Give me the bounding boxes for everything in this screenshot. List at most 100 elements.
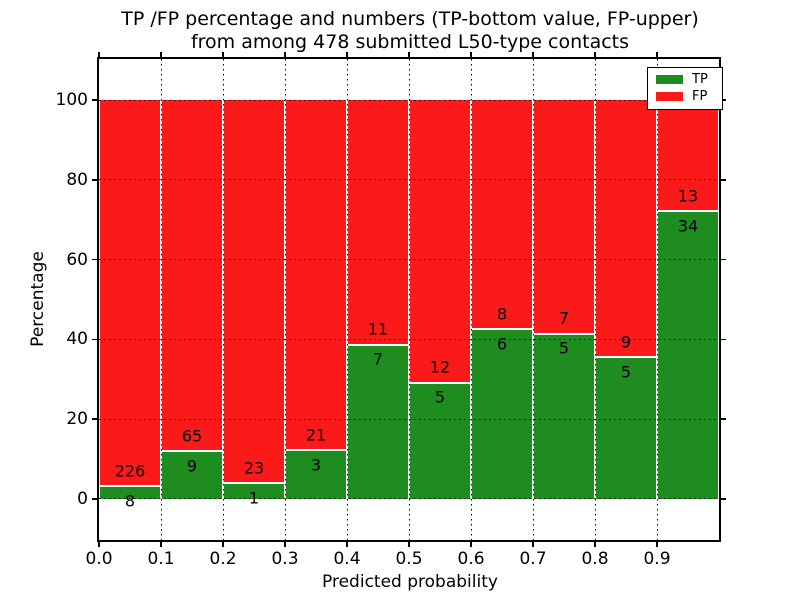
gridline-x <box>222 59 224 540</box>
x-tick-label: 0.9 <box>643 549 671 569</box>
x-tick-top <box>408 52 410 57</box>
bar-segment-fp <box>472 100 532 328</box>
y-axis-label: Percentage <box>28 251 48 347</box>
bar-label-fp: 8 <box>496 304 508 324</box>
gridline-y <box>99 418 719 420</box>
chart-title-line1: TP /FP percentage and numbers (TP-bottom… <box>121 8 699 30</box>
bar-segment-fp <box>596 100 656 357</box>
gridline-y <box>99 259 719 261</box>
bar-label-tp: 5 <box>434 387 446 407</box>
bar-segment-fp <box>410 100 470 382</box>
plot-area: TP FP 226 8 65 9 23 1 21 3 11 7 12 5 8 6 7 5 9 5 13 34 <box>97 57 723 542</box>
bar-label-fp: 23 <box>243 458 265 478</box>
legend-label-tp: TP <box>692 72 708 87</box>
legend-item-fp: FP <box>656 88 722 105</box>
x-tick <box>408 542 410 547</box>
bar-segment-fp <box>100 100 160 486</box>
bar-segment-fp <box>162 100 222 451</box>
y-tick-label: 60 <box>66 249 88 270</box>
bar-label-tp: 5 <box>558 338 570 358</box>
legend-item-tp: TP <box>656 71 722 88</box>
y-tick-right <box>721 338 726 341</box>
y-tick-label: 100 <box>55 90 88 111</box>
bar-label-fp: 65 <box>181 426 203 446</box>
x-tick <box>346 542 348 547</box>
bar-segment-tp <box>100 485 160 499</box>
x-tick-top <box>160 52 162 57</box>
x-tick <box>222 542 224 547</box>
bar-label-tp: 1 <box>248 488 260 508</box>
bar-segment-fp <box>224 100 284 483</box>
gridline-x <box>160 59 162 540</box>
x-tick-top <box>656 52 658 57</box>
bar-label-tp: 9 <box>186 456 198 476</box>
bar-segment-tp <box>534 332 594 499</box>
bar-label-fp: 21 <box>305 425 327 445</box>
gridline-y <box>99 498 719 500</box>
bar-label-fp: 9 <box>620 332 632 352</box>
y-tick-right <box>721 418 726 420</box>
x-tick-label: 0.1 <box>147 549 175 569</box>
bar-label-tp: 6 <box>496 334 508 354</box>
x-tick-top <box>222 52 224 57</box>
gridline-x <box>656 59 658 540</box>
bar-segment-tp <box>472 327 532 499</box>
chart-title-line2: from among 478 submitted L50-type contac… <box>190 31 630 53</box>
gridline-x <box>594 59 596 540</box>
bar-segment-tp <box>348 343 408 499</box>
bar-segment-tp <box>224 482 284 499</box>
x-tick-top <box>284 52 286 57</box>
fp-swatch-icon <box>656 92 683 101</box>
x-tick-label: 0.7 <box>519 549 547 569</box>
x-tick <box>470 542 472 547</box>
x-tick-label: 0.8 <box>581 549 609 569</box>
bar-label-tp: 3 <box>310 455 322 475</box>
y-tick <box>92 179 97 181</box>
x-tick-top <box>470 52 472 57</box>
gridline-x <box>408 59 410 540</box>
gridline-y <box>99 99 719 101</box>
gridline-x <box>284 59 286 540</box>
x-tick <box>98 542 100 547</box>
bar-label-fp: 12 <box>429 357 451 377</box>
gridline-y <box>99 338 719 340</box>
bar-segment-tp <box>162 450 222 499</box>
y-tick <box>92 99 97 101</box>
gridline-x <box>346 59 348 540</box>
y-tick-right <box>721 258 726 261</box>
y-tick <box>92 418 97 420</box>
bar-label-fp: 7 <box>558 308 570 328</box>
x-tick-label: 0.2 <box>209 549 237 569</box>
x-tick-top <box>594 52 596 57</box>
x-tick-label: 0.4 <box>333 549 361 569</box>
chart-title: TP /FP percentage and numbers (TP-bottom… <box>0 8 800 54</box>
x-tick-top <box>532 52 534 57</box>
y-tick <box>92 258 97 261</box>
bar-label-fp: 11 <box>367 319 389 339</box>
bar-segment-tp <box>286 449 346 499</box>
bar-label-tp: 7 <box>372 349 384 369</box>
x-tick-label: 0.0 <box>85 549 113 569</box>
bar-segment-tp <box>596 356 656 499</box>
y-tick-label: 80 <box>66 169 88 190</box>
gridline-x <box>532 59 534 540</box>
x-tick <box>594 542 596 547</box>
bar-segment-fp <box>534 100 594 333</box>
y-tick-right <box>721 179 726 181</box>
bar-label-tp: 34 <box>677 216 699 236</box>
x-tick <box>284 542 286 547</box>
y-tick-label: 40 <box>66 329 88 350</box>
bar-segment-fp <box>348 100 408 344</box>
x-tick-top <box>98 52 100 57</box>
gridline-y <box>99 179 719 181</box>
bar-label-tp: 5 <box>620 362 632 382</box>
x-tick <box>532 542 534 547</box>
x-tick-label: 0.5 <box>395 549 423 569</box>
x-tick-top <box>346 52 348 57</box>
tp-swatch-icon <box>656 75 683 84</box>
legend: TP FP <box>647 67 723 110</box>
bar-label-tp: 8 <box>124 491 136 511</box>
bar-label-fp: 13 <box>677 186 699 206</box>
y-tick <box>92 338 97 341</box>
